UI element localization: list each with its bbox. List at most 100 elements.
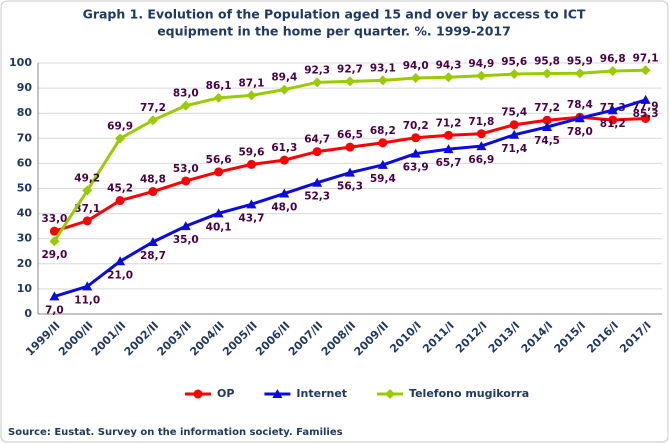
value-label: 78,0 (567, 126, 593, 138)
y-tick-label: 100 (9, 56, 32, 69)
marker (115, 196, 125, 206)
marker (115, 256, 126, 266)
marker (49, 226, 59, 236)
marker (385, 389, 396, 399)
marker (608, 115, 618, 125)
marker (180, 100, 191, 111)
marker (542, 68, 553, 79)
value-label: 74,5 (534, 135, 560, 147)
marker (82, 185, 93, 196)
marker (410, 148, 421, 158)
marker (411, 133, 421, 143)
marker (641, 113, 651, 123)
value-label: 92,7 (337, 63, 363, 75)
value-label: 95,6 (501, 56, 527, 68)
chart-title: equipment in the home per quarter. %. 19… (157, 24, 511, 39)
marker (279, 188, 290, 198)
value-label: 78,4 (567, 99, 593, 111)
value-label: 71,4 (501, 143, 527, 155)
value-label: 7,0 (45, 304, 64, 316)
marker (115, 133, 126, 144)
y-tick-label: 40 (17, 207, 33, 220)
marker (213, 92, 224, 103)
marker (180, 221, 191, 231)
value-label: 56,3 (337, 181, 363, 193)
value-label: 49,2 (74, 173, 100, 185)
value-label: 40,1 (206, 221, 232, 233)
value-label: 69,9 (107, 121, 133, 133)
marker (542, 115, 552, 125)
marker (509, 69, 520, 80)
value-label: 86,1 (206, 80, 232, 92)
value-label: 48,8 (140, 174, 166, 186)
marker (476, 141, 487, 151)
marker (607, 66, 618, 77)
value-label: 59,4 (370, 173, 396, 185)
value-label: 77,2 (140, 102, 166, 114)
y-tick-label: 30 (17, 232, 33, 245)
value-label: 94,9 (468, 58, 494, 70)
marker (82, 281, 93, 291)
value-label: 94,3 (436, 59, 462, 71)
value-label: 71,8 (468, 116, 494, 128)
marker (443, 144, 454, 154)
y-tick-label: 70 (17, 131, 33, 144)
marker (476, 129, 486, 139)
value-label: 29,0 (41, 249, 67, 261)
value-label: 96,8 (600, 53, 626, 65)
value-label: 48,0 (271, 202, 297, 214)
marker (476, 70, 487, 81)
value-label: 75,4 (501, 107, 527, 119)
marker (574, 113, 585, 123)
y-tick-label: 20 (17, 257, 33, 270)
marker (49, 291, 60, 301)
marker (312, 77, 323, 88)
marker (148, 187, 158, 197)
value-label: 92,3 (304, 64, 330, 76)
value-label: 21,0 (107, 269, 133, 281)
marker (509, 129, 520, 139)
marker (279, 84, 290, 95)
value-label: 81,2 (600, 118, 626, 130)
marker (542, 122, 553, 132)
marker (640, 94, 651, 104)
marker (147, 115, 158, 126)
y-tick-label: 80 (17, 106, 33, 119)
marker (345, 76, 355, 87)
value-label: 93,1 (370, 62, 396, 74)
value-label: 95,9 (567, 55, 593, 67)
value-label: 28,7 (140, 250, 166, 262)
value-label: 83,0 (173, 88, 199, 100)
value-label: 85,3 (633, 108, 659, 120)
marker (377, 75, 388, 86)
marker (443, 72, 454, 83)
marker (246, 90, 257, 101)
chart-title: Graph 1. Evolution of the Population age… (83, 7, 586, 22)
marker (147, 236, 158, 246)
marker (444, 130, 454, 140)
value-label: 97,1 (633, 52, 659, 64)
value-label: 70,2 (403, 120, 429, 132)
marker (49, 236, 60, 247)
value-label: 11,0 (74, 294, 100, 306)
value-label: 87,1 (239, 77, 265, 89)
marker (345, 142, 355, 152)
value-label: 52,3 (304, 191, 330, 203)
marker (246, 159, 256, 169)
value-label: 56,6 (206, 154, 232, 166)
value-label: 64,7 (304, 134, 330, 146)
source: Source: Eustat. Survey on the informatio… (8, 427, 343, 438)
value-label: 43,7 (239, 212, 265, 224)
value-label: 45,2 (107, 183, 133, 195)
marker (213, 208, 224, 218)
marker (272, 389, 283, 398)
value-label: 63,9 (403, 162, 429, 174)
legend-label: OP (217, 387, 234, 400)
marker (279, 155, 289, 165)
value-label: 66,5 (337, 129, 363, 141)
marker (246, 199, 257, 209)
marker (378, 138, 388, 148)
y-tick-label: 90 (17, 81, 33, 94)
value-label: 35,0 (173, 234, 199, 246)
